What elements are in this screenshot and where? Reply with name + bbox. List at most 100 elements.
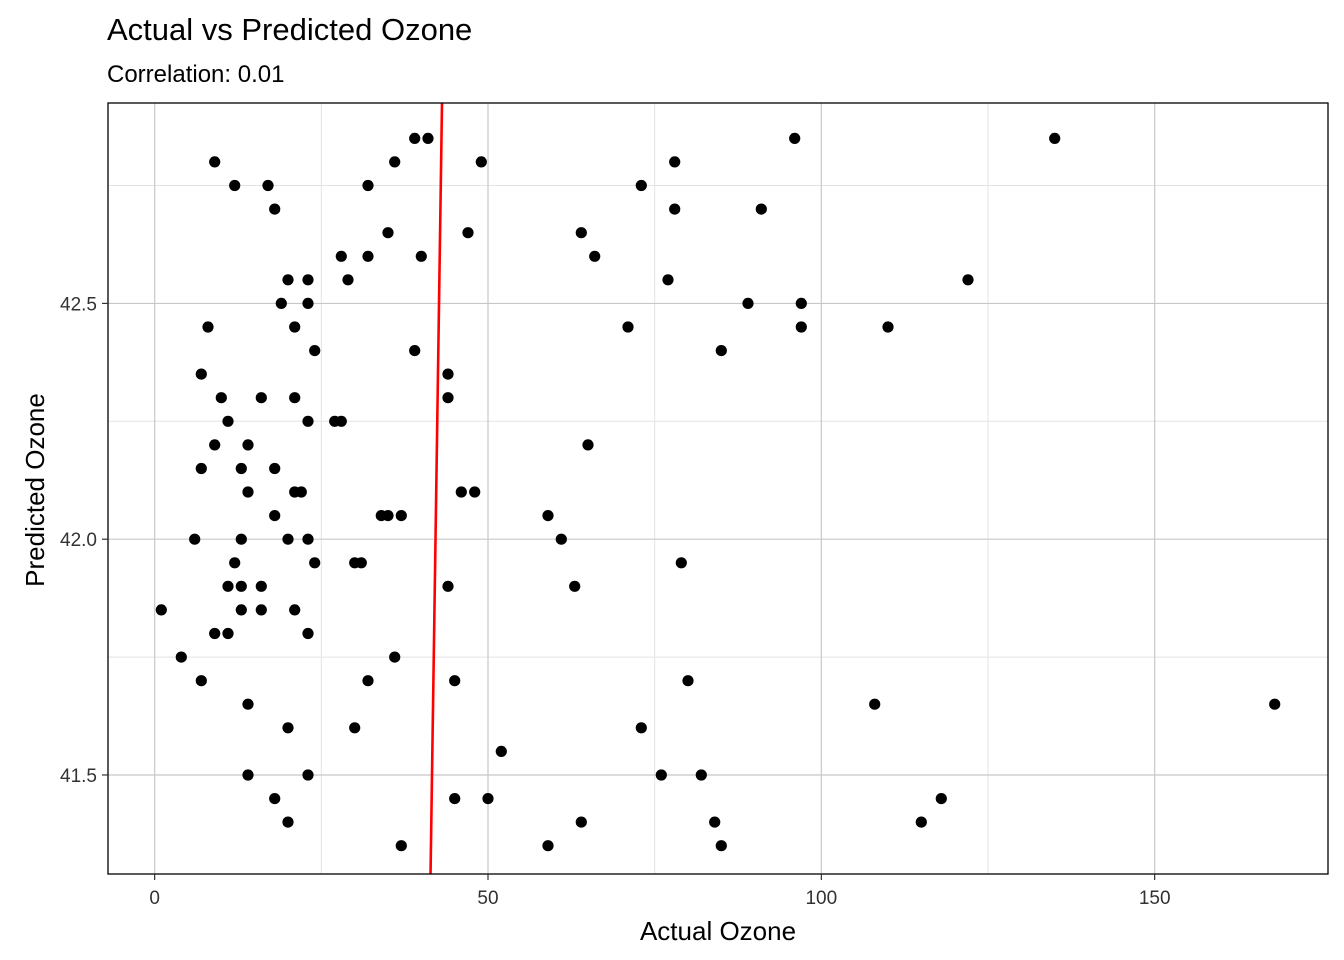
y-tick-label: 41.5 (60, 766, 97, 787)
y-axis-title: Predicted Ozone (20, 393, 50, 587)
data-point (662, 274, 674, 286)
x-tick-label: 50 (477, 888, 498, 909)
data-point (575, 227, 587, 239)
data-point (235, 580, 247, 592)
data-point (409, 345, 421, 357)
data-point (302, 533, 314, 545)
data-point (422, 132, 434, 144)
data-point (462, 227, 474, 239)
data-point (302, 274, 314, 286)
data-point (229, 557, 241, 569)
x-tick-label: 150 (1139, 888, 1171, 909)
data-point (415, 250, 427, 262)
data-point (789, 132, 801, 144)
data-point (935, 793, 947, 805)
data-point (409, 132, 421, 144)
data-point (589, 250, 601, 262)
plot-panel (108, 103, 1328, 874)
data-points (155, 132, 1281, 852)
data-point (282, 722, 294, 734)
data-point (222, 627, 234, 640)
data-point (675, 557, 687, 569)
data-point (569, 580, 581, 592)
data-point (575, 816, 587, 828)
data-point (482, 793, 494, 805)
y-tick-label: 42.5 (60, 294, 97, 315)
data-point (289, 392, 301, 404)
data-point (302, 297, 314, 309)
data-point (282, 533, 294, 545)
data-point (389, 651, 401, 663)
x-axis-ticks: 0 50 100 150 (149, 874, 1171, 909)
data-point (282, 816, 294, 828)
y-axis-ticks: 41.5 42.0 42.5 (60, 294, 108, 787)
data-point (229, 179, 241, 192)
data-point (442, 580, 454, 592)
data-point (309, 557, 321, 569)
data-point (269, 509, 281, 522)
data-point (302, 627, 314, 640)
data-point (635, 722, 647, 734)
minor-gridlines (108, 103, 1328, 874)
data-point (682, 675, 694, 687)
data-point (269, 462, 281, 475)
data-point (362, 675, 374, 687)
data-point (289, 604, 301, 616)
data-point (542, 840, 554, 852)
data-point (242, 769, 254, 781)
data-point (175, 651, 187, 663)
fit-line (429, 102, 444, 875)
data-point (475, 156, 487, 168)
data-point (869, 698, 881, 710)
data-point (795, 297, 807, 309)
data-point (555, 533, 567, 545)
data-point (635, 179, 647, 192)
data-point (442, 392, 454, 404)
data-point (335, 415, 347, 427)
data-point (302, 769, 314, 781)
data-point (449, 675, 461, 687)
data-point (255, 392, 267, 404)
data-point (235, 604, 247, 616)
data-point (189, 533, 201, 545)
data-point (309, 345, 321, 357)
data-point (882, 321, 894, 333)
data-point (582, 439, 594, 451)
data-point (382, 227, 394, 239)
data-point (355, 557, 367, 569)
data-point (195, 675, 207, 687)
data-point (742, 297, 754, 309)
x-tick-label: 100 (805, 888, 837, 909)
data-point (335, 250, 347, 262)
y-tick-label: 42.0 (60, 530, 97, 551)
data-point (655, 769, 667, 781)
data-point (362, 179, 374, 192)
data-point (155, 604, 167, 616)
data-point (795, 321, 807, 333)
data-point (362, 250, 374, 262)
data-point (275, 297, 287, 309)
data-point (235, 533, 247, 545)
data-point (262, 179, 274, 192)
data-point (395, 840, 407, 852)
data-point (242, 486, 254, 498)
data-point (255, 580, 267, 592)
data-point (442, 368, 454, 380)
data-point (382, 509, 394, 522)
data-point (389, 156, 401, 168)
plot-border (107, 102, 1329, 875)
data-point (469, 486, 481, 498)
data-point (209, 439, 221, 451)
data-point (202, 321, 214, 333)
data-point (269, 793, 281, 805)
data-point (715, 840, 727, 852)
data-point (1269, 698, 1281, 710)
chart-title: Actual vs Predicted Ozone (107, 12, 472, 47)
x-tick-label: 0 (149, 888, 160, 909)
data-point (449, 793, 461, 805)
data-point (695, 769, 707, 781)
data-point (542, 509, 554, 522)
fit-line-group (429, 102, 444, 875)
data-point (349, 722, 361, 734)
